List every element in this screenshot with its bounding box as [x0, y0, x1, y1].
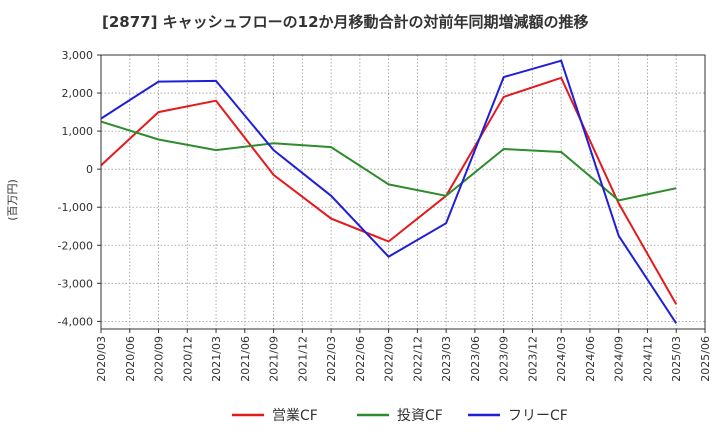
- x-tick-label: 2020/12: [181, 336, 194, 382]
- series-lines: [100, 59, 678, 324]
- legend-label-2: フリーCF: [508, 408, 568, 424]
- x-tick-label: 2023/09: [498, 336, 511, 382]
- x-tick-label: 2022/03: [325, 336, 338, 382]
- series-line-1: [100, 120, 677, 202]
- x-tick-label: 2022/06: [354, 336, 367, 382]
- y-tick-label: -4,000: [58, 315, 93, 328]
- y-tick-label: 2,000: [62, 87, 94, 100]
- y-tick-label: -3,000: [58, 277, 93, 290]
- x-tick-label: 2021/06: [239, 336, 252, 382]
- y-axis-label: (百万円): [6, 179, 19, 221]
- y-tick-label: -1,000: [58, 201, 93, 214]
- x-tick-label: 2022/12: [411, 336, 424, 382]
- x-tick-label: 2020/09: [153, 336, 166, 382]
- grid: [100, 54, 706, 329]
- y-ticks: 3,000 2,000 1,000 0 -1,000 -2,000 -3,000 -4,000: [58, 49, 101, 328]
- x-tick-label: 2024/03: [555, 336, 568, 382]
- y-tick-label: 3,000: [62, 49, 94, 62]
- y-tick-label: 1,000: [62, 125, 94, 138]
- chart-title: [2877] キャッシュフローの12か月移動合計の対前年同期増減額の推移: [102, 13, 589, 31]
- x-tick-label: 2023/06: [469, 336, 482, 382]
- x-tick-label: 2021/03: [210, 336, 223, 382]
- x-tick-label: 2020/03: [95, 336, 108, 382]
- x-ticks: 2020/03 2020/06 2020/09 2020/12 2021/03 2021/…: [95, 329, 712, 382]
- legend-label-1: 投資CF: [397, 408, 443, 424]
- y-tick-label: 0: [86, 163, 93, 176]
- x-tick-label: 2025/03: [670, 336, 683, 382]
- x-tick-label: 2024/06: [584, 336, 597, 382]
- series-line-2: [100, 59, 678, 324]
- x-tick-label: 2024/12: [641, 336, 654, 382]
- x-tick-label: 2021/12: [296, 336, 309, 382]
- legend-label-0: 営業CF: [272, 408, 318, 424]
- x-tick-label: 2020/06: [124, 336, 137, 382]
- x-tick-label: 2023/03: [440, 336, 453, 382]
- x-tick-label: 2021/09: [268, 336, 281, 382]
- x-tick-label: 2022/09: [383, 336, 396, 382]
- x-tick-label: 2023/12: [526, 336, 539, 382]
- y-tick-label: -2,000: [58, 239, 93, 252]
- legend: 営業CF 投資CF フリーCF: [232, 408, 568, 424]
- x-tick-label: 2024/09: [613, 336, 626, 382]
- x-tick-label: 2025/06: [699, 336, 712, 382]
- plot-frame: [100, 54, 706, 330]
